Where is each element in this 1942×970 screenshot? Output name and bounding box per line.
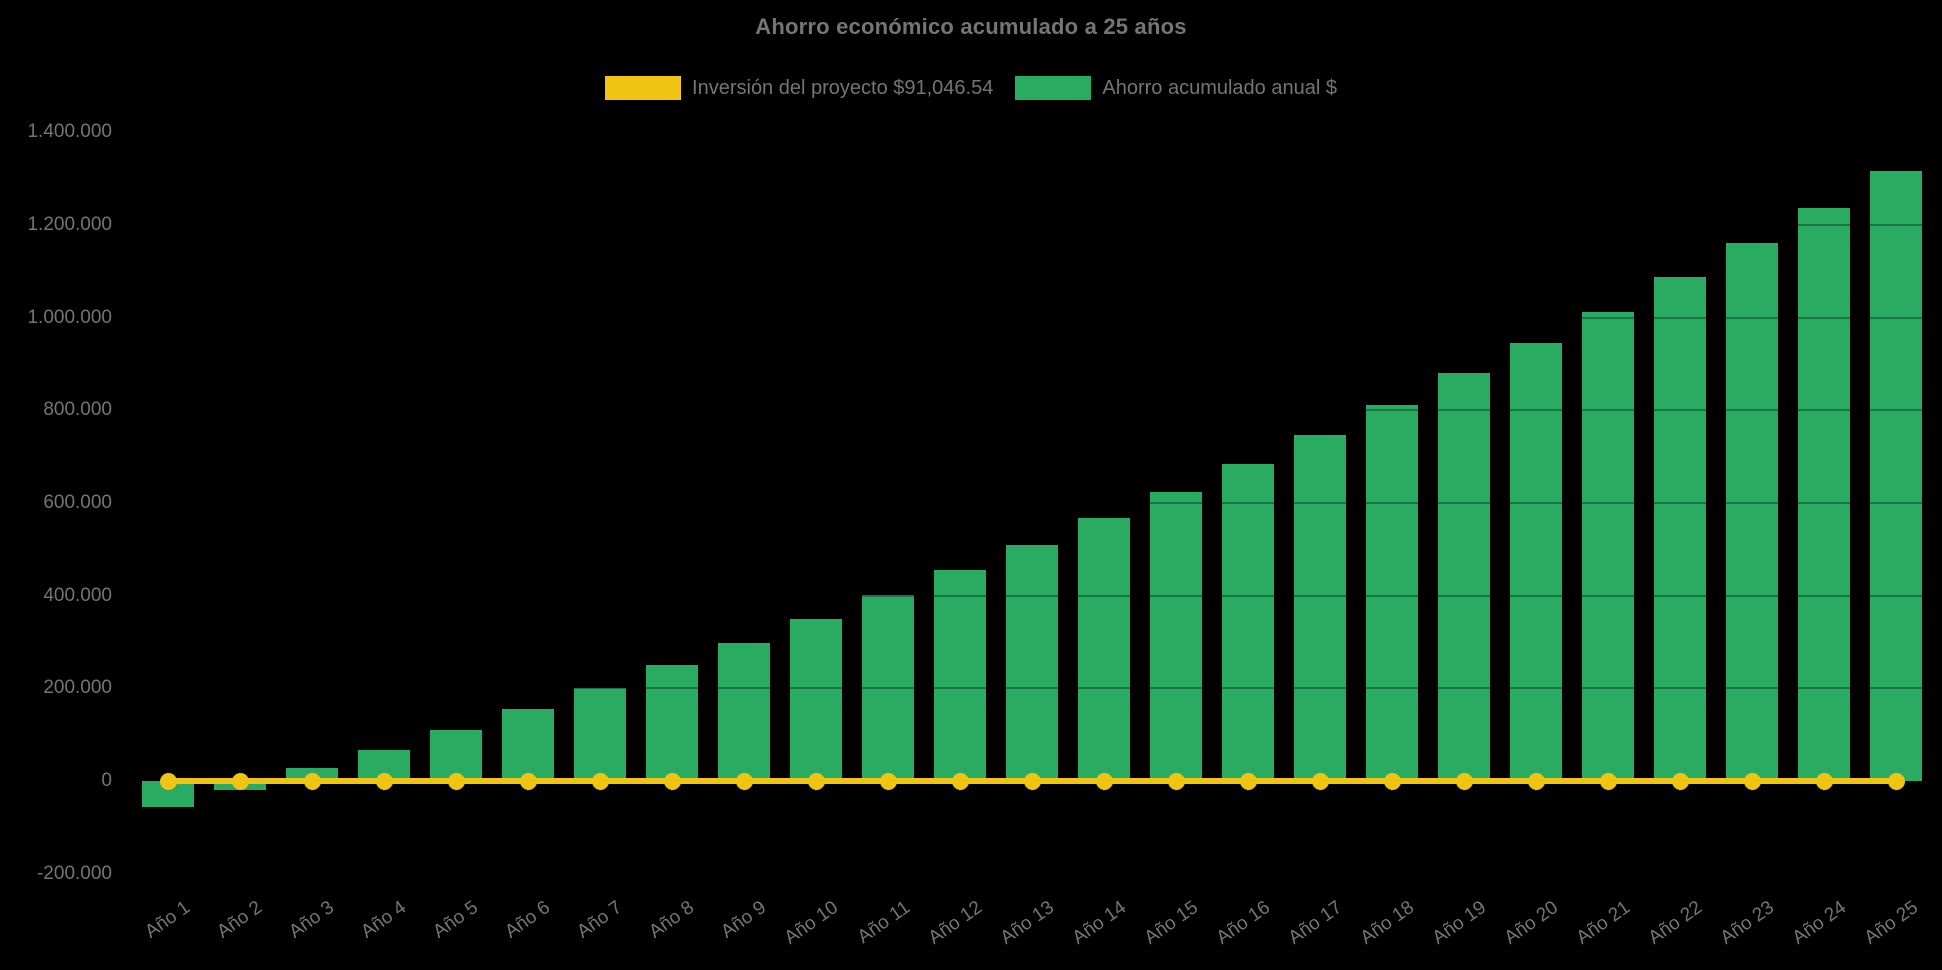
x-axis-label-año-9: Año 9	[717, 897, 771, 943]
investment-line-marker[interactable]	[735, 772, 753, 790]
bar-ahorro-año-5[interactable]	[430, 730, 482, 781]
bar-ahorro-año-15[interactable]	[1150, 492, 1202, 781]
y-axis-tick-label: 1.000.000	[27, 306, 112, 328]
x-axis-label-año-15: Año 15	[1140, 897, 1203, 949]
x-axis-label-año-11: Año 11	[853, 897, 915, 948]
investment-line-marker[interactable]	[1455, 772, 1473, 790]
x-axis-label-año-10: Año 10	[780, 897, 843, 949]
investment-line-marker[interactable]	[1743, 772, 1761, 790]
bar-ahorro-año-23[interactable]	[1726, 243, 1778, 781]
investment-line-marker[interactable]	[1599, 772, 1617, 790]
legend-item-investment[interactable]: Inversión del proyecto $91,046.54	[605, 76, 993, 100]
gridline	[130, 872, 1942, 875]
x-axis-label-año-4: Año 4	[357, 897, 411, 943]
bar-ahorro-año-13[interactable]	[1006, 545, 1058, 781]
x-axis-label-año-14: Año 14	[1068, 897, 1131, 949]
y-axis-tick-label: 200.000	[43, 677, 112, 699]
investment-line-marker[interactable]	[1815, 772, 1833, 790]
gridline	[130, 594, 1942, 597]
x-axis-label-año-20: Año 20	[1500, 897, 1563, 949]
x-axis-label-año-25: Año 25	[1860, 897, 1923, 949]
bar-ahorro-año-10[interactable]	[790, 618, 842, 781]
investment-line-marker[interactable]	[807, 772, 825, 790]
x-axis-label-año-21: Año 21	[1572, 897, 1635, 949]
legend: Inversión del proyecto $91,046.54 Ahorro…	[0, 76, 1942, 100]
gridline	[130, 501, 1942, 504]
x-axis-label-año-23: Año 23	[1716, 897, 1779, 949]
chart-title: Ahorro económico acumulado a 25 años	[755, 14, 1187, 39]
bar-ahorro-año-20[interactable]	[1510, 342, 1562, 781]
x-axis-label-año-6: Año 6	[501, 897, 555, 943]
investment-line-marker[interactable]	[303, 772, 321, 790]
bar-ahorro-año-8[interactable]	[646, 665, 698, 781]
x-axis-label-año-13: Año 13	[996, 897, 1059, 949]
investment-line-marker[interactable]	[519, 772, 537, 790]
investment-line-marker[interactable]	[1023, 772, 1041, 790]
x-axis-label-año-5: Año 5	[429, 897, 483, 943]
bar-ahorro-año-24[interactable]	[1798, 208, 1850, 781]
bar-ahorro-año-14[interactable]	[1078, 518, 1130, 781]
investment-line-marker[interactable]	[879, 772, 897, 790]
x-axis-label-año-16: Año 16	[1212, 897, 1275, 949]
investment-line-marker[interactable]	[1887, 772, 1905, 790]
y-axis-tick-label: 800.000	[43, 399, 112, 421]
y-axis-tick-label: 0	[101, 770, 112, 791]
y-axis-tick-label: 600.000	[43, 491, 112, 513]
x-axis-label-año-3: Año 3	[285, 897, 339, 943]
y-axis-tick-label: 1.200.000	[27, 213, 112, 235]
x-axis-label-año-1: Año 1	[141, 897, 195, 943]
investment-line-marker[interactable]	[1527, 772, 1545, 790]
legend-label-investment: Inversión del proyecto $91,046.54	[692, 76, 994, 99]
x-axis-label-año-7: Año 7	[573, 897, 627, 943]
gridline	[130, 223, 1942, 226]
investment-line-marker[interactable]	[1239, 772, 1257, 790]
bar-ahorro-año-7[interactable]	[574, 687, 626, 781]
x-axis-label-año-18: Año 18	[1356, 897, 1419, 949]
y-axis-tick-label: 400.000	[43, 584, 112, 606]
investment-line-marker[interactable]	[1095, 772, 1113, 790]
bar-ahorro-año-25[interactable]	[1870, 171, 1922, 781]
bar-ahorro-año-11[interactable]	[862, 594, 914, 781]
bar-ahorro-año-18[interactable]	[1366, 405, 1418, 781]
investment-line-marker[interactable]	[1311, 772, 1329, 790]
legend-swatch-savings-icon	[1015, 76, 1092, 100]
y-axis-tick-label: 1.400.000	[27, 121, 112, 143]
gridline	[130, 316, 1942, 319]
x-axis-label-año-22: Año 22	[1644, 897, 1707, 949]
x-axis-label-año-17: Año 17	[1284, 897, 1347, 949]
investment-line-marker[interactable]	[1167, 772, 1185, 790]
gridline	[130, 409, 1942, 412]
bar-ahorro-año-21[interactable]	[1582, 311, 1634, 781]
x-axis-label-año-19: Año 19	[1428, 897, 1491, 949]
investment-line-marker[interactable]	[1383, 772, 1401, 790]
investment-line-marker[interactable]	[231, 772, 249, 790]
investment-line-marker[interactable]	[591, 772, 609, 790]
bar-ahorro-año-22[interactable]	[1654, 277, 1706, 781]
bar-ahorro-año-12[interactable]	[934, 570, 986, 781]
investment-line-marker[interactable]	[951, 772, 969, 790]
bar-ahorro-año-9[interactable]	[718, 642, 770, 781]
bar-ahorro-año-16[interactable]	[1222, 463, 1274, 781]
investment-line-marker[interactable]	[1671, 772, 1689, 790]
bar-ahorro-año-19[interactable]	[1438, 373, 1490, 781]
legend-item-savings[interactable]: Ahorro acumulado anual $	[1015, 76, 1337, 100]
investment-line-marker[interactable]	[375, 772, 393, 790]
investment-line-marker[interactable]	[159, 772, 177, 790]
gridline	[130, 687, 1942, 690]
y-axis-tick-label: -200.000	[36, 862, 112, 884]
investment-line-marker[interactable]	[663, 772, 681, 790]
x-axis-label-año-24: Año 24	[1788, 897, 1851, 949]
x-axis-label-año-2: Año 2	[213, 897, 267, 943]
legend-label-savings: Ahorro acumulado anual $	[1102, 76, 1337, 99]
x-axis-label-año-8: Año 8	[645, 897, 699, 943]
bar-ahorro-año-6[interactable]	[502, 709, 554, 781]
legend-swatch-investment-icon	[605, 76, 682, 100]
bar-ahorro-año-17[interactable]	[1294, 435, 1346, 781]
gridline	[130, 131, 1942, 134]
investment-line-marker[interactable]	[447, 772, 465, 790]
x-axis-label-año-12: Año 12	[924, 897, 987, 949]
